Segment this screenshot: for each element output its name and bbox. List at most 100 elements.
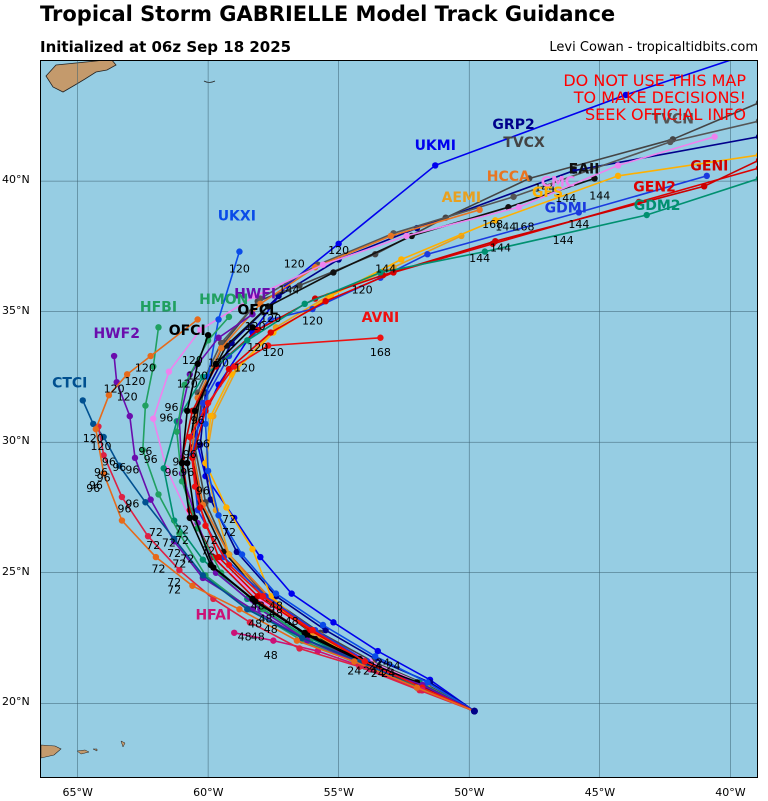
track-point: [152, 553, 160, 561]
model-label-hfai: HFAI: [195, 608, 231, 624]
forecast-hour-label: 72: [167, 584, 181, 597]
track-point: [231, 629, 238, 636]
track-layer: [79, 61, 757, 715]
track-point: [191, 483, 199, 490]
track-point: [643, 211, 650, 219]
track-point: [322, 626, 329, 634]
track-point: [118, 517, 126, 524]
model-label-hcca: HCCA: [487, 169, 530, 185]
forecast-hour-label: 72: [222, 513, 236, 526]
track-point: [249, 324, 256, 331]
track-point: [264, 342, 272, 349]
antilles-islands: [76, 740, 126, 755]
forecast-hour-label: 120: [135, 362, 156, 375]
track-point: [272, 590, 280, 597]
forecast-hour-label: 72: [167, 576, 181, 589]
track-point: [257, 553, 264, 561]
forecast-hour-label: 96: [196, 437, 210, 450]
track-point: [215, 316, 222, 323]
track-point: [189, 582, 196, 589]
track-point: [126, 412, 133, 420]
track-point: [492, 237, 499, 245]
track-point: [575, 209, 583, 216]
small-island: [203, 80, 216, 83]
forecast-hour-label: 24: [381, 667, 395, 680]
track-point: [267, 329, 274, 336]
track-point: [199, 399, 207, 407]
track-point: [150, 363, 157, 370]
x-tick-label: 65°W: [62, 786, 93, 799]
track-point: [204, 331, 212, 339]
x-tick-label: 55°W: [323, 786, 355, 799]
y-tick-label: 30°N: [2, 434, 30, 448]
forecast-hour-label: 48: [259, 612, 273, 625]
track-point: [123, 371, 131, 378]
hour-label-layer: 1201441441681441441441201201201201201201…: [83, 182, 611, 681]
track-point: [191, 407, 199, 415]
track-point: [622, 91, 630, 99]
track-line-ukxi: [204, 251, 475, 712]
land-layer: [41, 61, 216, 759]
track-line-ukmi: [194, 61, 731, 712]
track-point: [155, 324, 162, 331]
model-label-hmon: HMON: [199, 292, 248, 308]
forecast-hour-label: 96: [118, 503, 132, 516]
track-point: [170, 535, 178, 542]
track-point: [711, 133, 718, 140]
forecast-hour-label: 120: [182, 354, 203, 367]
forecast-hour-label: 48: [269, 599, 283, 612]
forecast-hour-label: 144: [534, 182, 555, 195]
storm-initial-position: [470, 707, 478, 715]
track-point: [301, 300, 308, 308]
forecast-hour-label: 120: [302, 315, 323, 328]
track-point: [755, 157, 757, 163]
forecast-hour-label: 96: [94, 466, 108, 479]
forecast-hour-label: 48: [251, 599, 265, 612]
track-point: [142, 499, 149, 506]
track-point: [755, 152, 757, 158]
forecast-hour-label: 96: [172, 456, 186, 469]
model-label-grp2: GRP2: [492, 117, 534, 133]
forecast-hour-label: 120: [260, 312, 281, 325]
model-label-eaii: EAII: [569, 161, 600, 177]
forecast-hour-label: 96: [144, 453, 158, 466]
track-point: [309, 626, 316, 634]
warning-line-3: SEEK OFFICIAL INFO: [585, 105, 746, 124]
track-point: [374, 647, 382, 655]
forecast-hour-label: 72: [162, 537, 176, 550]
track-point: [755, 175, 757, 181]
caribbean-island: [41, 744, 62, 759]
track-point: [492, 217, 499, 224]
track-point: [105, 391, 113, 399]
track-point: [755, 134, 757, 140]
track-point: [296, 282, 303, 289]
track-point: [100, 470, 107, 477]
forecast-hour-label: 144: [375, 262, 396, 275]
track-point: [251, 292, 259, 300]
track-point: [249, 595, 256, 603]
forecast-hour-label: 96: [180, 466, 194, 479]
track-point: [231, 363, 238, 370]
track-point: [223, 504, 230, 511]
track-point: [225, 313, 233, 321]
track-point: [244, 337, 251, 344]
track-point: [155, 491, 162, 498]
track-point: [225, 551, 233, 558]
forecast-hour-label: 144: [279, 283, 300, 296]
track-point: [90, 420, 97, 428]
model-label-ctci: CTCI: [52, 375, 87, 391]
forecast-hour-label: 96: [191, 414, 205, 427]
track-point: [150, 415, 157, 422]
warning-line-2: TO MAKE DECISIONS!: [573, 88, 746, 107]
track-point: [432, 162, 439, 169]
track-point: [293, 637, 301, 644]
track-point: [199, 556, 207, 563]
forecast-hour-label: 120: [328, 244, 349, 257]
track-point: [186, 514, 194, 522]
forecast-hour-label: 144: [553, 234, 574, 247]
warning-text: DO NOT USE THIS MAP TO MAKE DECISIONS! S…: [563, 72, 746, 123]
forecast-hour-label: 144: [469, 252, 490, 265]
forecast-hour-label: 144: [589, 189, 610, 202]
track-point: [217, 345, 225, 352]
